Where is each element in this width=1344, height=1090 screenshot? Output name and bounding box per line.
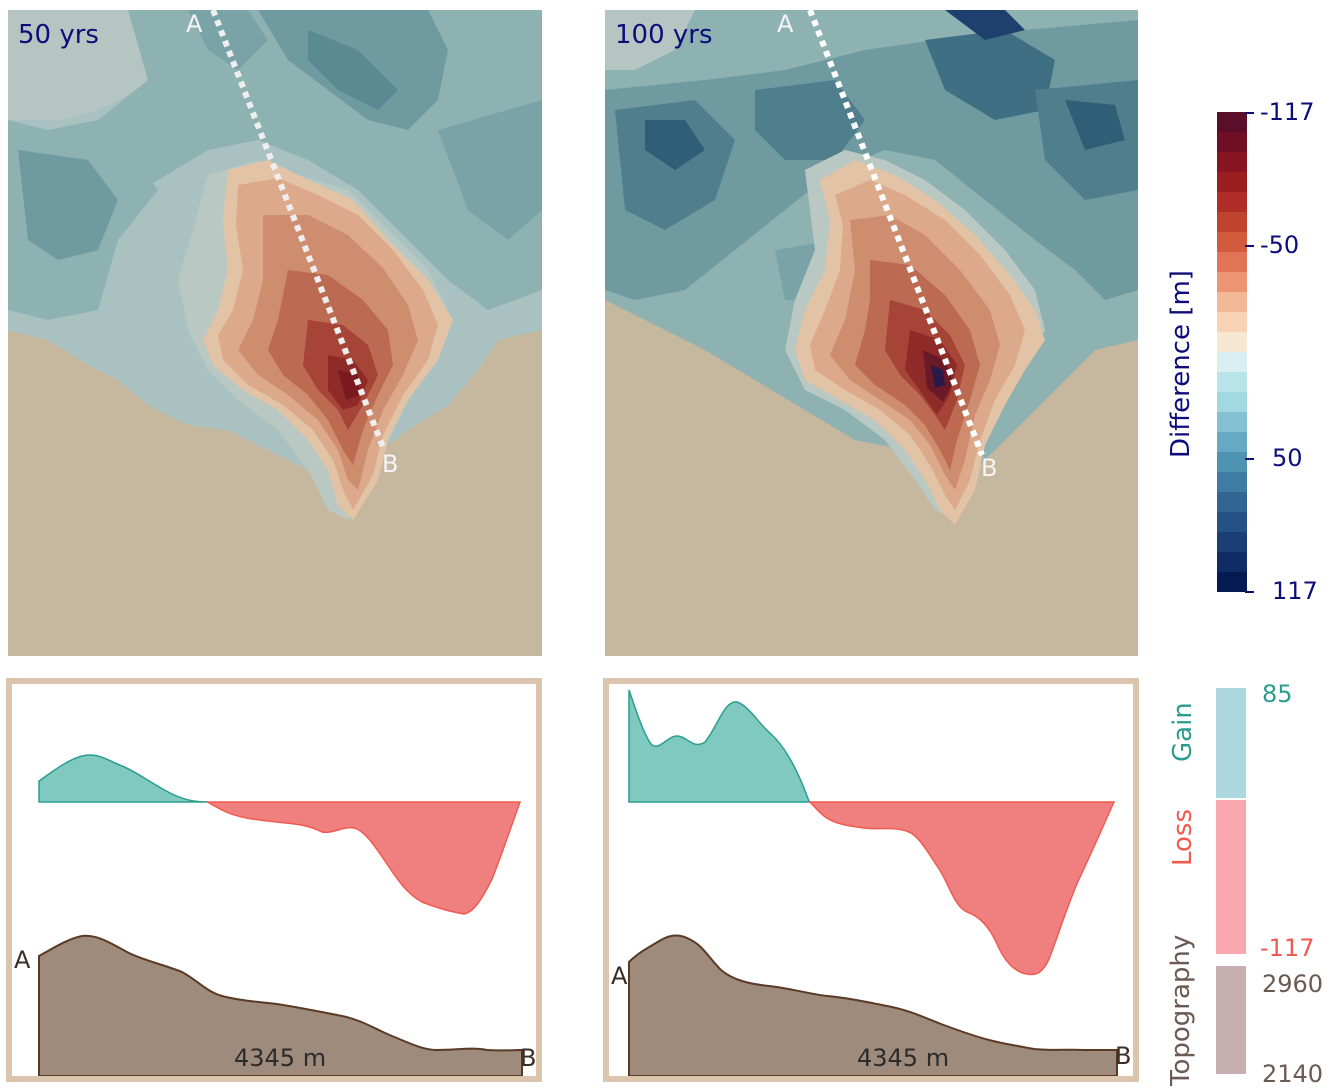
- colorbar-tick-label: -50: [1260, 231, 1300, 259]
- difference-map-100yrs: [605, 10, 1138, 656]
- point-b-label-map-100yrs: B: [981, 454, 998, 482]
- topography-min-value: 2140: [1262, 1060, 1324, 1088]
- point-a-label-map-50yrs: A: [186, 10, 203, 38]
- topography-max-value: 2960: [1262, 970, 1324, 998]
- loss-swatch: [1216, 800, 1246, 954]
- colorbar-tick-label: 117: [1272, 577, 1318, 605]
- map-50yrs: 50 yrs A B: [8, 10, 542, 656]
- colorbar-tick-label: -117: [1260, 98, 1315, 126]
- gain-label: Gain: [1168, 702, 1198, 762]
- colorbar-tick-mark-1: [1245, 112, 1254, 114]
- profile-line-100yrs: [807, 10, 985, 457]
- difference-map-50yrs: [8, 10, 542, 656]
- loss-label: Loss: [1168, 808, 1198, 866]
- profile-chart-100yrs: [628, 689, 1118, 1076]
- point-b-label-profile-100yrs: B: [1115, 1042, 1132, 1070]
- distance-label-50yrs: 4345 m: [234, 1044, 327, 1072]
- loss-min-value: -117: [1260, 934, 1315, 962]
- profile-panel-100yrs: A B 4345 m: [603, 678, 1139, 1082]
- colorbar-title: Difference [m]: [1166, 270, 1196, 458]
- map-100yrs: 100 yrs A B: [605, 10, 1138, 656]
- profile-line-50yrs: [210, 10, 387, 452]
- difference-colorbar: [1217, 112, 1247, 592]
- colorbar-tick-mark-3: [1245, 458, 1254, 460]
- gain-swatch: [1216, 688, 1246, 798]
- point-b-label-profile-50yrs: B: [520, 1044, 537, 1072]
- point-a-label-profile-50yrs: A: [14, 946, 31, 974]
- gain-max-value: 85: [1262, 680, 1293, 708]
- point-b-label-map-50yrs: B: [382, 450, 399, 478]
- colorbar-tick-mark-4: [1245, 591, 1254, 593]
- period-label-100yrs: 100 yrs: [615, 20, 713, 50]
- colorbar-tick-mark-2: [1245, 245, 1254, 247]
- profile-chart-50yrs: [38, 754, 523, 1076]
- period-label-50yrs: 50 yrs: [18, 20, 99, 50]
- topography-swatch: [1216, 966, 1246, 1074]
- colorbar-tick-label: 50: [1272, 444, 1303, 472]
- profile-panel-50yrs: A B 4345 m: [6, 678, 542, 1082]
- distance-label-100yrs: 4345 m: [857, 1044, 950, 1072]
- point-a-label-map-100yrs: A: [777, 10, 794, 38]
- topography-label: Topography: [1166, 934, 1196, 1086]
- point-a-label-profile-100yrs: A: [611, 962, 628, 990]
